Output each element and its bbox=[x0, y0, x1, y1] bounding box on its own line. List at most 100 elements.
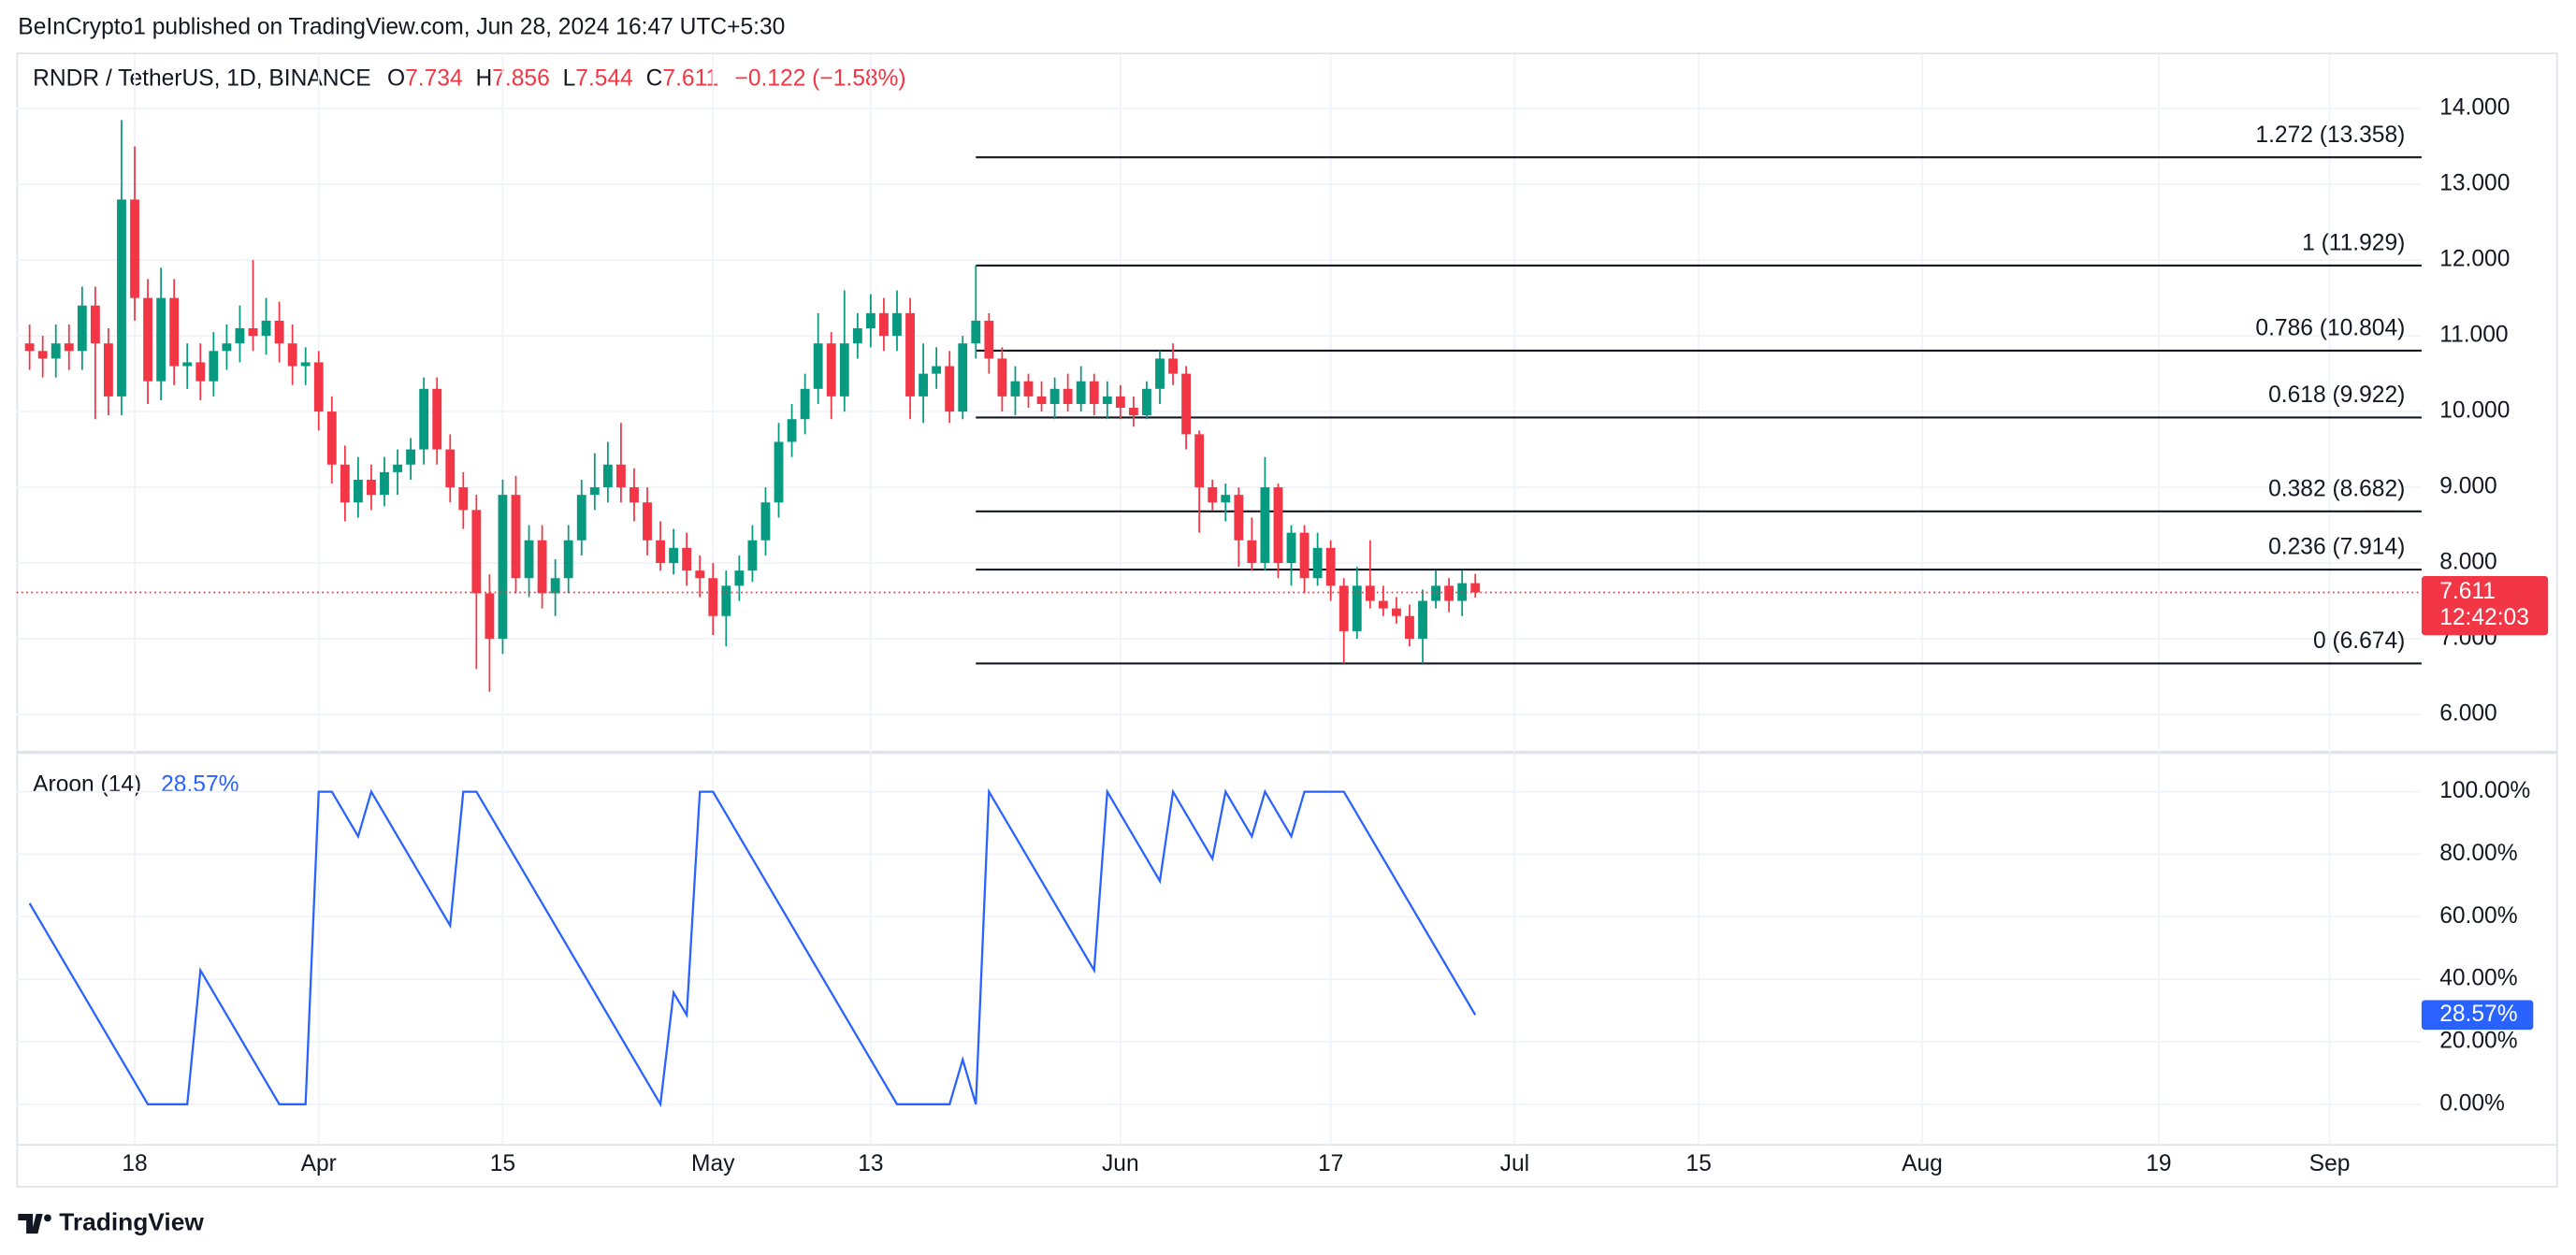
candle-body bbox=[984, 320, 994, 359]
tradingview-logo: TradingView bbox=[18, 1208, 204, 1236]
candle-body bbox=[1234, 495, 1244, 541]
y-tick-label: 9.000 bbox=[2439, 474, 2497, 499]
candle-body bbox=[1286, 532, 1296, 564]
candle-body bbox=[721, 585, 731, 616]
candle-body bbox=[1181, 373, 1192, 435]
ohlc-key: L bbox=[563, 65, 576, 91]
candle-body bbox=[800, 388, 810, 420]
candle-body bbox=[1378, 600, 1388, 609]
candle-body bbox=[1194, 434, 1205, 488]
y-tick-label: 0.00% bbox=[2439, 1090, 2505, 1116]
candle-body bbox=[1089, 381, 1099, 404]
x-tick-label: Sep bbox=[2309, 1151, 2351, 1176]
candle-body bbox=[971, 320, 981, 344]
candle-body bbox=[997, 358, 1007, 397]
candle-body bbox=[90, 305, 100, 344]
candle-body bbox=[656, 540, 665, 564]
candle-body bbox=[1273, 487, 1283, 564]
candle-body bbox=[734, 570, 745, 586]
candle-body bbox=[682, 547, 692, 571]
candle-body bbox=[77, 305, 87, 352]
y-tick-label: 40.00% bbox=[2439, 966, 2517, 991]
candle-body bbox=[209, 351, 219, 382]
candle-body bbox=[498, 495, 508, 640]
candle-body bbox=[905, 312, 915, 397]
x-tick-label: 18 bbox=[122, 1151, 147, 1176]
chart-frame bbox=[16, 52, 2558, 1188]
candle-body bbox=[537, 540, 547, 594]
x-tick-label: 17 bbox=[1318, 1151, 1343, 1176]
ohlc-value: 7.544 bbox=[575, 65, 633, 91]
fib-label: 1 (11.929) bbox=[2302, 231, 2405, 256]
candle-body bbox=[1115, 396, 1125, 409]
fib-label: 1.272 (13.358) bbox=[2255, 123, 2405, 148]
symbol: RNDR / TetherUS, 1D, BINANCE bbox=[33, 65, 370, 91]
fib-label: 0.786 (10.804) bbox=[2255, 316, 2405, 341]
candle-body bbox=[1010, 381, 1020, 397]
candle-body bbox=[1444, 585, 1454, 601]
candle-body bbox=[813, 343, 823, 389]
candle-body bbox=[445, 449, 456, 488]
candle-body bbox=[37, 351, 48, 359]
fib-label: 0.382 (8.682) bbox=[2268, 476, 2405, 501]
candle-body bbox=[313, 362, 324, 412]
x-tick-label: 19 bbox=[2146, 1151, 2171, 1176]
candle-body bbox=[1142, 388, 1151, 416]
candle-body bbox=[367, 479, 376, 496]
aroon-badge-label: 28.57% bbox=[2439, 1002, 2517, 1027]
ohlc-value: 7.611 bbox=[662, 65, 718, 91]
candle-body bbox=[945, 366, 955, 412]
x-tick-label: Aug bbox=[1902, 1151, 1943, 1176]
candle-body bbox=[261, 320, 271, 337]
y-tick-label: 10.000 bbox=[2439, 398, 2510, 424]
countdown-label: 12:42:03 bbox=[2439, 605, 2529, 630]
candle-body bbox=[1076, 381, 1086, 404]
candle-body bbox=[1352, 585, 1362, 631]
candle-body bbox=[419, 388, 429, 450]
plot: 18 Apr 15 May 13 Jun 17 Jul 15 Aug 19 Sep6.0007.000… bbox=[16, 54, 2549, 1176]
candle-body bbox=[630, 487, 639, 503]
change: −0.122 (−1.58%) bbox=[735, 65, 906, 91]
candle-body bbox=[1299, 532, 1310, 579]
candle-body bbox=[393, 464, 402, 472]
ohlc-key: H bbox=[476, 65, 493, 91]
candle-body bbox=[471, 510, 482, 594]
candle-body bbox=[1325, 547, 1336, 586]
candle-body bbox=[300, 362, 311, 367]
ohlc-key: O bbox=[387, 65, 405, 91]
candle-body bbox=[879, 312, 889, 337]
candle-body bbox=[274, 320, 284, 344]
candle-body bbox=[1431, 585, 1440, 601]
x-tick-label: 15 bbox=[490, 1151, 515, 1176]
candle-body bbox=[1260, 487, 1270, 564]
candle-body bbox=[353, 479, 363, 503]
candle-body bbox=[1221, 495, 1231, 503]
indicator-legend: Aroon (14) 28.57% bbox=[33, 772, 239, 797]
ohlc-key: C bbox=[646, 65, 663, 91]
y-tick-label: 8.000 bbox=[2439, 550, 2497, 575]
fib-label: 0.618 (9.922) bbox=[2268, 382, 2405, 408]
candle-body bbox=[615, 464, 626, 488]
logo-icon-dot bbox=[44, 1214, 51, 1222]
candle-body bbox=[117, 199, 126, 397]
candle-body bbox=[852, 328, 862, 344]
y-tick-label: 6.000 bbox=[2439, 700, 2497, 726]
indicator-title: Aroon (14) bbox=[33, 772, 141, 797]
last-price-badge bbox=[2421, 575, 2549, 636]
candle-body bbox=[787, 419, 797, 442]
y-tick-label: 60.00% bbox=[2439, 903, 2517, 929]
candle-body bbox=[1036, 396, 1047, 404]
candle-body bbox=[143, 297, 152, 382]
candle-body bbox=[760, 502, 771, 541]
x-tick-label: Jun bbox=[1102, 1151, 1139, 1176]
candle-body bbox=[865, 312, 876, 329]
candle-body bbox=[708, 578, 718, 616]
legend: RNDR / TetherUS, 1D, BINANCE O7.734 H7.8… bbox=[33, 65, 905, 91]
candle-body bbox=[1470, 583, 1481, 593]
candle-body bbox=[340, 464, 350, 503]
candle-body bbox=[1023, 381, 1034, 397]
candle-body bbox=[195, 362, 206, 382]
candle-body bbox=[643, 502, 652, 541]
candle-body bbox=[64, 343, 74, 352]
candle-body bbox=[1155, 358, 1165, 389]
